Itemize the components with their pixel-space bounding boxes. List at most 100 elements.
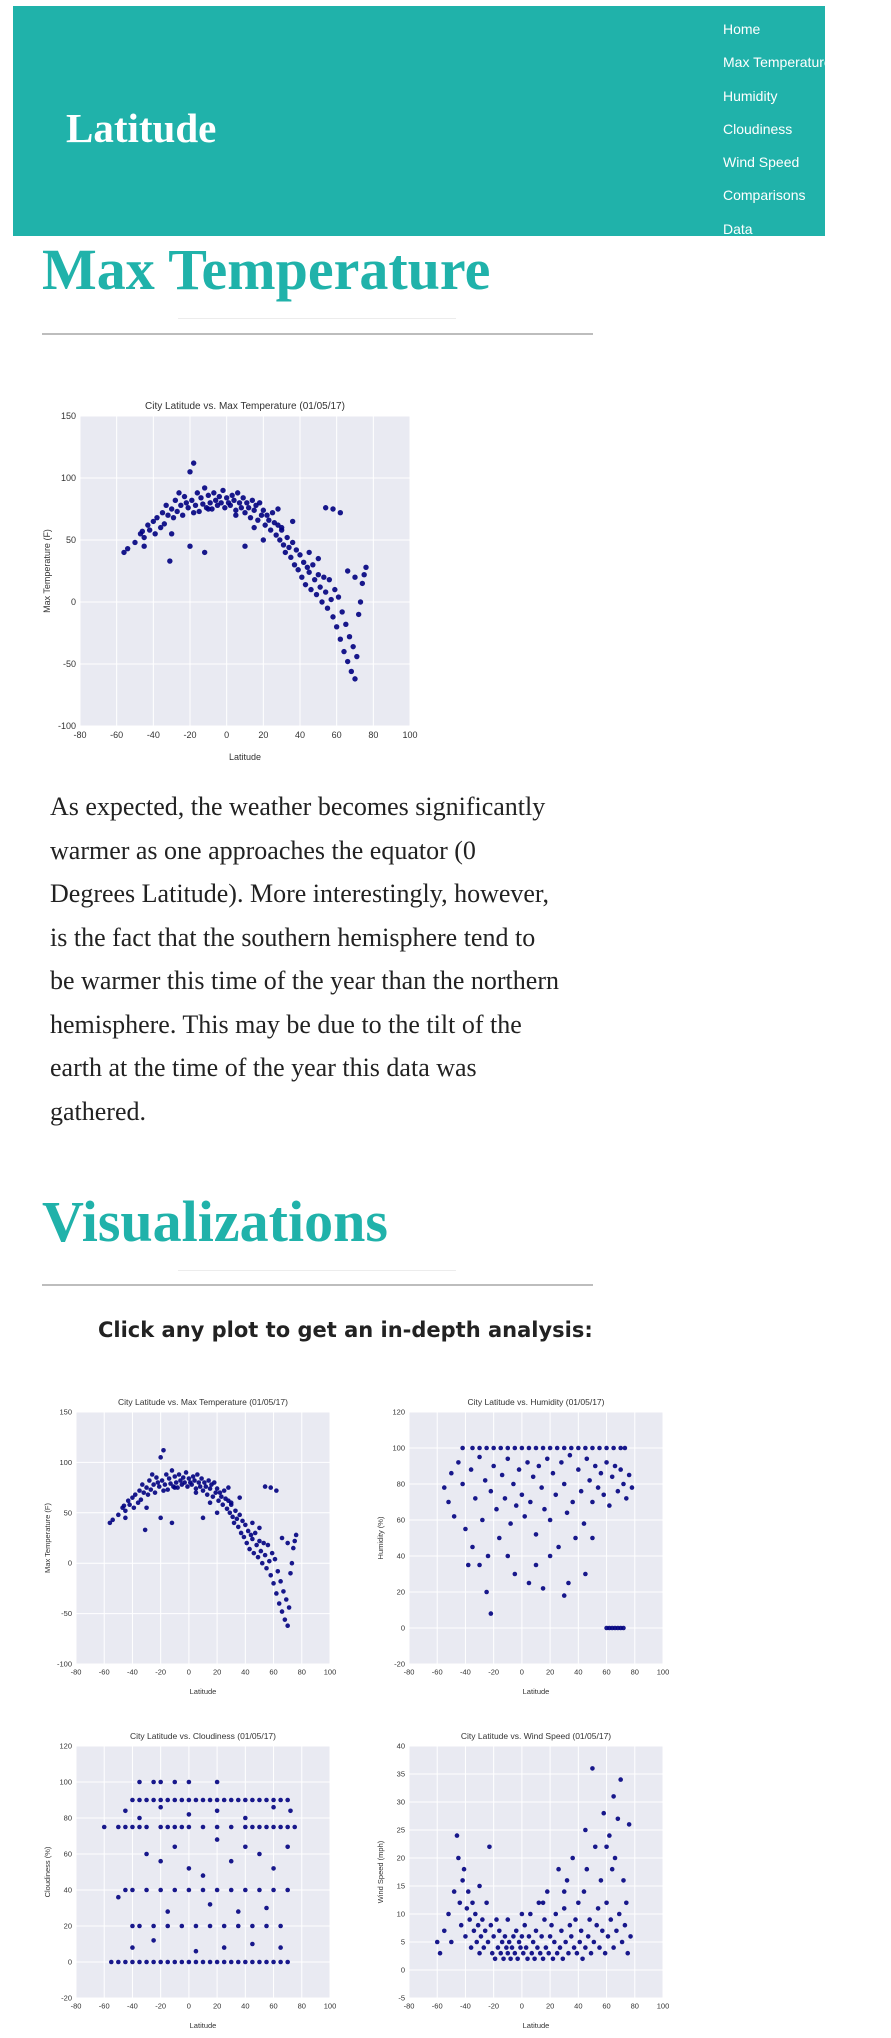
wind-speed-plot-thumbnail-data-point bbox=[519, 1934, 525, 1939]
cloudiness-plot-thumbnail-data-point bbox=[285, 1844, 290, 1850]
humidity-plot-thumbnail-data-point bbox=[561, 1445, 567, 1451]
temperature-plot-thumbnail-data-point bbox=[274, 1591, 279, 1596]
temperature-scatter-plot-main-data-point bbox=[293, 547, 300, 553]
wind-speed-plot-thumbnail-data-point bbox=[499, 1939, 505, 1945]
cloudiness-plot-thumbnail-y-tick-label: 80 bbox=[64, 1814, 72, 1823]
temperature-plot-thumbnail-data-point bbox=[261, 1540, 266, 1546]
temperature-scatter-plot-main-data-point bbox=[174, 508, 180, 515]
title-divider bbox=[42, 333, 593, 335]
humidity-plot-thumbnail-data-point bbox=[576, 1467, 581, 1472]
nav-item-home[interactable]: Home bbox=[723, 21, 761, 37]
nav-item-wind-speed[interactable]: Wind Speed bbox=[723, 154, 800, 171]
humidity-plot-thumbnail-data-point bbox=[592, 1463, 598, 1469]
temperature-scatter-plot-main-data-point bbox=[196, 508, 202, 515]
temperature-plot-thumbnail-data-point bbox=[159, 1478, 165, 1483]
wind-speed-plot-thumbnail-data-point bbox=[540, 1900, 546, 1906]
cloudiness-plot-thumbnail-data-point bbox=[257, 1797, 262, 1803]
cloudiness-plot-thumbnail-data-point bbox=[179, 1797, 185, 1803]
cloudiness-plot-thumbnail-data-point bbox=[144, 1797, 149, 1803]
temperature-plot-thumbnail-data-point bbox=[144, 1505, 149, 1511]
cloudiness-plot-thumbnail-data-point bbox=[207, 1902, 213, 1907]
cloudiness-plot-thumbnail-data-point bbox=[123, 1824, 128, 1830]
cloudiness-plot-thumbnail-data-point bbox=[243, 1797, 248, 1803]
humidity-plot-thumbnail-x-tick-label: -20 bbox=[488, 1668, 499, 1677]
cloudiness-plot-thumbnail[interactable]: -80 -60 -40 -20 0 20 40 60 80 100 -20 0 20 40 60 80 100 1… bbox=[40, 1722, 340, 2034]
humidity-plot-thumbnail-data-point bbox=[566, 1580, 571, 1586]
cloudiness-plot-thumbnail-data-point bbox=[165, 1824, 171, 1830]
humidity-plot-thumbnail-data-point bbox=[451, 1514, 457, 1519]
wind-speed-plot-thumbnail-y-tick-label: 15 bbox=[397, 1882, 405, 1891]
temperature-scatter-plot-main-y-tick-label: -50 bbox=[63, 659, 76, 669]
nav-item-comparisons[interactable]: Comparisons bbox=[723, 187, 806, 204]
wind-speed-plot-thumbnail-data-point bbox=[626, 1822, 632, 1827]
cloudiness-plot-thumbnail-data-point bbox=[235, 1797, 241, 1803]
cloudiness-plot-thumbnail-data-point bbox=[193, 1948, 199, 1954]
nav-item-cloudiness[interactable]: Cloudiness bbox=[723, 120, 793, 137]
temperature-plot-thumbnail[interactable]: -80 -60 -40 -20 0 20 40 60 80 100 -100 -50 0 50 100 150… bbox=[40, 1388, 340, 1700]
nav-item-max-temperature[interactable]: Max Temperature bbox=[723, 54, 832, 71]
cloudiness-plot-thumbnail-data-point bbox=[214, 1887, 220, 1893]
temperature-plot-thumbnail-data-point bbox=[144, 1485, 149, 1490]
wind-speed-plot-thumbnail-data-point bbox=[602, 1950, 608, 1956]
wind-speed-plot-thumbnail-data-point bbox=[542, 1917, 547, 1922]
temperature-plot-thumbnail-data-point bbox=[227, 1510, 233, 1516]
temperature-plot-thumbnail-data-point bbox=[247, 1546, 252, 1552]
temperature-scatter-plot-main-data-point bbox=[198, 495, 204, 501]
wind-speed-plot-thumbnail-y-tick-label: 40 bbox=[397, 1742, 405, 1751]
temperature-plot-thumbnail-data-point bbox=[288, 1570, 293, 1576]
wind-speed-plot-thumbnail-data-point bbox=[495, 1945, 501, 1950]
cloudiness-plot-thumbnail-plot-area bbox=[76, 1746, 330, 1998]
temperature-plot-thumbnail-data-point bbox=[168, 1481, 173, 1486]
temperature-scatter-plot-main-data-point bbox=[352, 676, 358, 682]
humidity-plot-thumbnail-data-point bbox=[547, 1517, 553, 1523]
wind-speed-plot-thumbnail-data-point bbox=[539, 1934, 544, 1939]
wind-speed-plot-thumbnail[interactable]: -80 -60 -40 -20 0 20 40 60 80 100 -5 0 5 10 15 20 25 30 35… bbox=[373, 1722, 673, 2034]
humidity-plot-thumbnail-x-tick-label: 40 bbox=[574, 1668, 582, 1677]
temperature-scatter-plot-main-data-point bbox=[161, 521, 168, 527]
cloudiness-plot-thumbnail-data-point bbox=[179, 1923, 185, 1929]
humidity-plot-thumbnail-data-point bbox=[485, 1553, 491, 1559]
wind-speed-plot-thumbnail-x-tick-label: 40 bbox=[574, 2002, 582, 2011]
wind-speed-plot-thumbnail-data-point bbox=[625, 1950, 631, 1956]
wind-speed-plot-thumbnail-x-tick-label: -20 bbox=[488, 2002, 499, 2011]
brand-title[interactable]: Latitude bbox=[66, 105, 217, 151]
temperature-scatter-plot-main-x-tick-label: 0 bbox=[224, 730, 229, 740]
cloudiness-plot-thumbnail-data-point bbox=[243, 1824, 248, 1830]
cloudiness-plot-thumbnail-data-point bbox=[151, 1923, 156, 1929]
temperature-scatter-plot-main-data-point bbox=[185, 505, 191, 511]
humidity-plot-thumbnail-y-tick-label: 60 bbox=[397, 1516, 405, 1525]
nav-item-data[interactable]: Data bbox=[723, 220, 753, 237]
wind-speed-plot-thumbnail-data-point bbox=[543, 1945, 549, 1950]
temperature-plot-thumbnail-y-tick-label: 100 bbox=[59, 1458, 72, 1467]
temperature-scatter-plot-main-data-point bbox=[229, 492, 235, 499]
temperature-plot-thumbnail-data-point bbox=[137, 1488, 142, 1493]
temperature-plot-thumbnail-data-point bbox=[192, 1478, 197, 1483]
cloudiness-plot-thumbnail-data-point bbox=[271, 1824, 276, 1830]
wind-speed-plot-thumbnail-data-point bbox=[497, 1928, 502, 1934]
humidity-plot-thumbnail-plot-area bbox=[409, 1412, 663, 1664]
humidity-plot-thumbnail-data-point bbox=[460, 1445, 465, 1451]
wind-speed-plot-thumbnail-x-tick-label: 80 bbox=[631, 2002, 639, 2011]
humidity-plot-thumbnail-data-point bbox=[576, 1445, 581, 1451]
humidity-plot-thumbnail-data-point bbox=[559, 1460, 564, 1465]
temperature-scatter-plot-main-y-tick-label: -100 bbox=[58, 721, 76, 731]
humidity-plot-thumbnail[interactable]: -80 -60 -40 -20 0 20 40 60 80 100 -20 0 20 40 60 80 100 1… bbox=[373, 1388, 673, 1700]
cloudiness-plot-thumbnail-data-point bbox=[137, 1824, 142, 1830]
wind-speed-plot-thumbnail-data-point bbox=[573, 1917, 578, 1922]
cloudiness-plot-thumbnail-x-tick-label: -60 bbox=[99, 2002, 110, 2011]
wind-speed-plot-thumbnail-data-point bbox=[549, 1922, 554, 1928]
nav-item-humidity[interactable]: Humidity bbox=[723, 87, 778, 104]
wind-speed-plot-thumbnail-data-point bbox=[434, 1939, 440, 1945]
temperature-scatter-plot-main-data-point bbox=[344, 658, 351, 665]
temperature-plot-thumbnail-x-tick-label: 40 bbox=[241, 1668, 249, 1677]
temperature-scatter-plot-main-data-point bbox=[256, 500, 263, 506]
wind-speed-plot-thumbnail-data-point bbox=[481, 1945, 487, 1950]
wind-speed-plot-thumbnail-data-point bbox=[470, 1900, 475, 1906]
humidity-plot-thumbnail-data-point bbox=[499, 1472, 505, 1478]
wind-speed-plot-thumbnail-data-point bbox=[523, 1945, 529, 1950]
wind-speed-plot-thumbnail-data-point bbox=[615, 1816, 621, 1822]
temperature-scatter-plot-main-data-point bbox=[311, 576, 318, 583]
humidity-plot-thumbnail-data-point bbox=[584, 1456, 590, 1462]
temperature-plot-thumbnail-data-point bbox=[206, 1478, 211, 1483]
temperature-plot-thumbnail-data-point bbox=[233, 1508, 238, 1514]
